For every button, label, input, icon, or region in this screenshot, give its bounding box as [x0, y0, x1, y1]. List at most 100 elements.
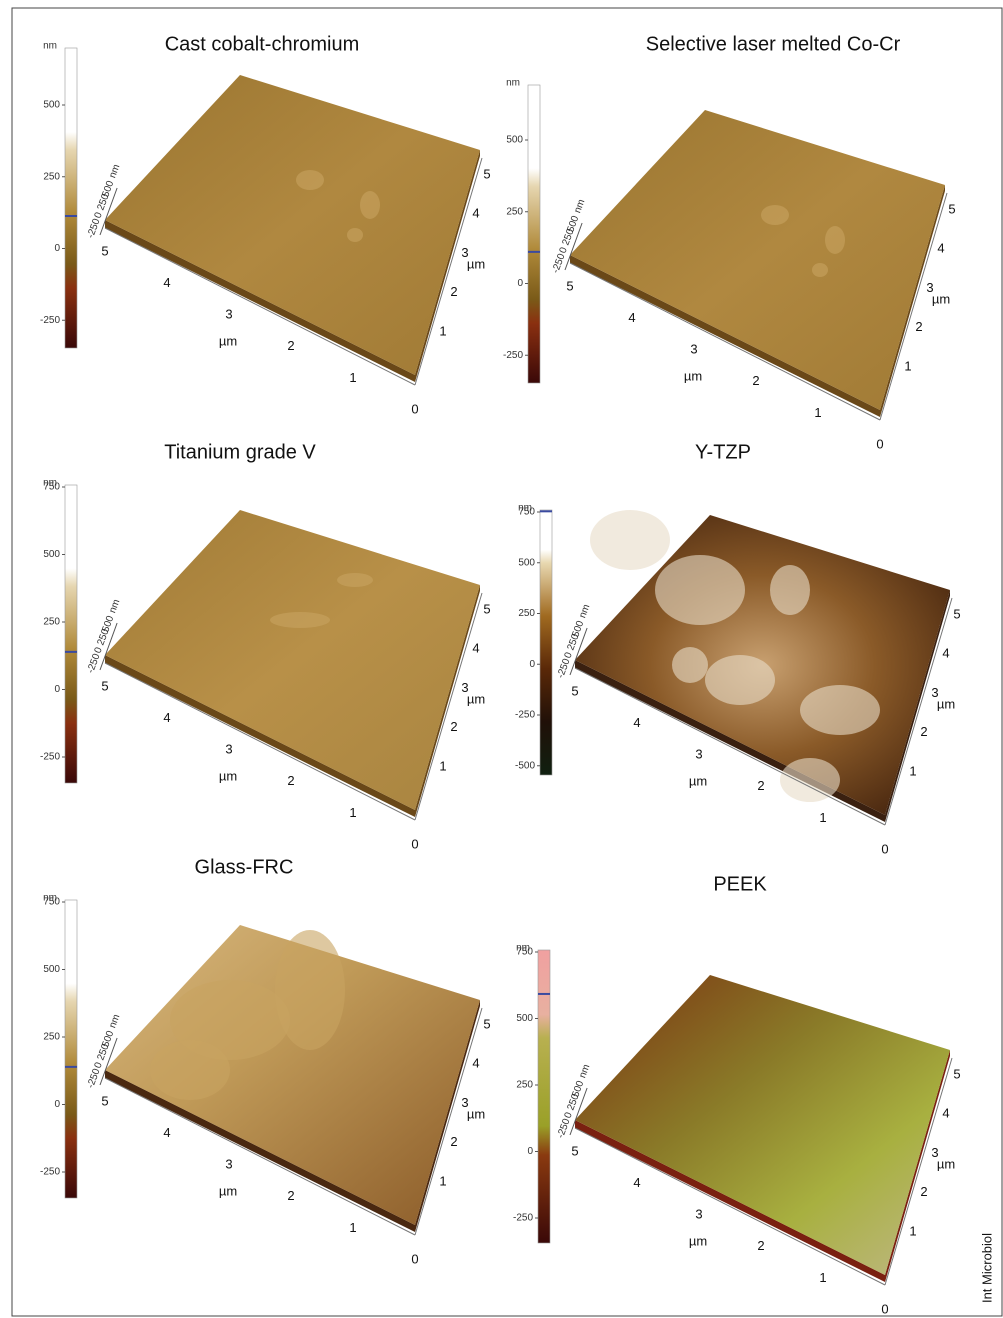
front-tick-label: 4 — [633, 715, 640, 730]
side-tick-label: 1 — [439, 758, 446, 773]
colorbar — [528, 85, 540, 383]
axis-unit: µm — [689, 773, 707, 788]
colorbar-tick-label: 750 — [518, 507, 535, 518]
surface-feature — [270, 612, 330, 628]
surface-feature — [672, 647, 708, 683]
axis-unit: µm — [689, 1233, 707, 1248]
panel-title: Selective laser melted Co-Cr — [646, 33, 901, 55]
front-tick-label: 1 — [349, 370, 356, 385]
z-unit: nm — [572, 198, 587, 215]
axis-unit: µm — [467, 256, 485, 271]
surface-feature — [360, 191, 380, 219]
colorbar-tick-label: -250 — [515, 710, 535, 721]
front-tick-label: 2 — [287, 338, 294, 353]
side-tick-label: 4 — [937, 241, 944, 256]
surface-feature — [800, 685, 880, 735]
front-tick-label: 5 — [101, 678, 108, 693]
panel-title: PEEK — [713, 873, 767, 895]
front-tick-label: 4 — [633, 1175, 640, 1190]
front-tick-label: 2 — [757, 778, 764, 793]
front-tick-label: 0 — [881, 841, 888, 856]
colorbar-tick-label: 0 — [54, 684, 60, 695]
z-tick-label: -250 — [550, 252, 567, 275]
front-tick-label: 3 — [225, 307, 232, 322]
panel-title: Cast cobalt-chromium — [165, 33, 360, 55]
front-tick-label: 5 — [101, 1093, 108, 1108]
colorbar-tick-label: 0 — [517, 278, 523, 289]
side-tick-label: 5 — [953, 606, 960, 621]
front-tick-label: 2 — [757, 1238, 764, 1253]
colorbar-tick-label: 250 — [43, 171, 60, 182]
side-tick-label: 1 — [439, 323, 446, 338]
colorbar-tick-label: 0 — [527, 1146, 533, 1157]
panel-title: Glass-FRC — [195, 856, 294, 878]
front-tick-label: 5 — [571, 1143, 578, 1158]
z-unit: nm — [107, 1013, 122, 1030]
colorbar-tick-label: 250 — [518, 608, 535, 619]
front-tick-label: 0 — [411, 401, 418, 416]
axis-unit: µm — [684, 368, 702, 383]
front-tick-label: 4 — [163, 710, 170, 725]
colorbar-tick-label: 250 — [506, 206, 523, 217]
side-tick-label: 5 — [483, 601, 490, 616]
colorbar-tick-label: -250 — [40, 315, 60, 326]
front-tick-label: 3 — [225, 1157, 232, 1172]
front-tick-label: 0 — [881, 1301, 888, 1316]
side-tick-label: 4 — [472, 206, 479, 221]
side-tick-label: 2 — [450, 284, 457, 299]
axis-unit: µm — [932, 291, 950, 306]
front-tick-label: 3 — [695, 747, 702, 762]
front-tick-label: 1 — [819, 810, 826, 825]
panel-title: Titanium grade V — [164, 441, 316, 463]
front-tick-label: 5 — [571, 683, 578, 698]
colorbar — [65, 48, 77, 348]
side-tick-label: 1 — [904, 358, 911, 373]
z-unit: nm — [107, 163, 122, 180]
front-tick-label: 4 — [163, 1125, 170, 1140]
side-tick-label: 4 — [472, 1056, 479, 1071]
front-tick-label: 4 — [163, 275, 170, 290]
colorbar-tick-label: 500 — [518, 557, 535, 568]
z-tick-label: -250 — [85, 652, 102, 675]
axis-unit: µm — [219, 333, 237, 348]
colorbar-tick-label: 500 — [43, 549, 60, 560]
axis-unit: µm — [467, 691, 485, 706]
colorbar-tick-label: 250 — [43, 617, 60, 628]
front-tick-label: 3 — [225, 742, 232, 757]
colorbar — [65, 900, 77, 1198]
front-tick-label: 2 — [287, 1188, 294, 1203]
panel-title: Y-TZP — [695, 441, 751, 463]
colorbar-tick-label: -250 — [40, 1167, 60, 1178]
colorbar-tick-label: 500 — [43, 964, 60, 975]
side-tick-label: 5 — [483, 1016, 490, 1031]
side-tick-label: 5 — [483, 166, 490, 181]
panel: Titanium grade Vnm7505002500-25054321012… — [40, 441, 491, 851]
colorbar — [540, 510, 552, 775]
credit: Int Microbiol — [979, 1233, 994, 1303]
surface — [105, 510, 480, 810]
colorbar-tick-label: 750 — [516, 947, 533, 958]
front-tick-label: 0 — [876, 436, 883, 451]
surface-feature — [705, 655, 775, 705]
front-tick-label: 5 — [566, 278, 573, 293]
colorbar-tick-label: 0 — [54, 1099, 60, 1110]
front-tick-label: 2 — [752, 373, 759, 388]
colorbar-tick-label: 750 — [43, 482, 60, 493]
surface-feature — [150, 1040, 230, 1100]
z-unit: nm — [107, 598, 122, 615]
front-tick-label: 1 — [814, 405, 821, 420]
front-tick-label: 4 — [628, 310, 635, 325]
side-tick-label: 4 — [472, 641, 479, 656]
front-tick-label: 5 — [101, 243, 108, 258]
axis-unit: µm — [937, 696, 955, 711]
surface-feature — [761, 205, 789, 225]
surface-feature — [812, 263, 828, 277]
colorbar-tick-label: -250 — [40, 752, 60, 763]
z-unit: nm — [577, 1063, 592, 1080]
surface-feature — [590, 510, 670, 570]
side-tick-label: 1 — [909, 763, 916, 778]
side-tick-label: 4 — [942, 1106, 949, 1121]
surface-feature — [296, 170, 324, 190]
front-tick-label: 2 — [287, 773, 294, 788]
front-tick-label: 3 — [695, 1207, 702, 1222]
